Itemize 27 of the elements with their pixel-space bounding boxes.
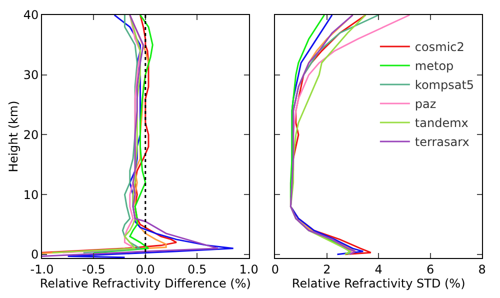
- y-tick-label: 0: [30, 248, 39, 262]
- x-tick-label: 8: [478, 262, 486, 276]
- y-tick-label: 40: [23, 8, 39, 22]
- line-series: [42, 15, 219, 257]
- x-tick-label: -0.5: [82, 262, 106, 276]
- legend-label: tandemx: [414, 116, 468, 130]
- x-tick-label: 1.0: [239, 262, 258, 276]
- x-tick-label: 0: [271, 262, 280, 276]
- legend-label: terrasarx: [414, 135, 470, 150]
- legend-label: metop: [414, 59, 454, 74]
- y-tick-label: 10: [23, 188, 39, 202]
- line-series: [92, 15, 154, 254]
- legend-label: kompsat5: [414, 78, 474, 92]
- x-tick-label: 0.0: [136, 262, 155, 276]
- x-axis-title: Relative Refractivity STD (%): [292, 276, 466, 290]
- legend-label: paz: [414, 97, 436, 112]
- x-tick-label: 0.5: [188, 262, 207, 276]
- y-axis-title: Height (km): [6, 100, 21, 172]
- x-axis-title: Relative Refractivity Difference (%): [40, 276, 251, 290]
- y-tick-label: 20: [23, 128, 39, 142]
- x-tick-label: 4: [374, 262, 382, 276]
- legend-label: cosmic2: [414, 40, 464, 54]
- x-tick-label: 2: [323, 262, 331, 276]
- x-tick-label: 6: [426, 262, 434, 276]
- y-tick-label: 30: [23, 68, 39, 82]
- line-series: [67, 15, 234, 258]
- x-tick-label: -1.0: [30, 262, 54, 276]
